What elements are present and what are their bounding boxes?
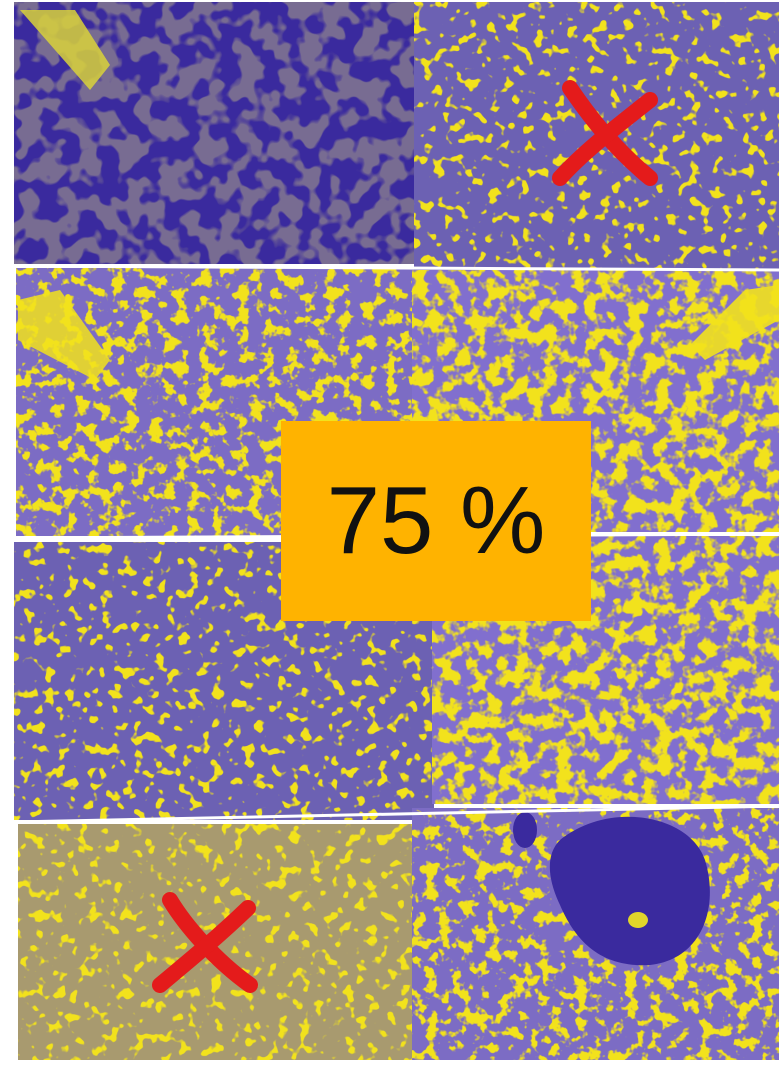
- x-mark-icon: [552, 80, 658, 186]
- label-background: [281, 421, 591, 621]
- strip-row-4: [18, 808, 779, 1060]
- coverage-percent-label: 75 %: [326, 467, 546, 574]
- strip-row-1: [14, 2, 779, 270]
- x-mark-icon: [152, 892, 258, 993]
